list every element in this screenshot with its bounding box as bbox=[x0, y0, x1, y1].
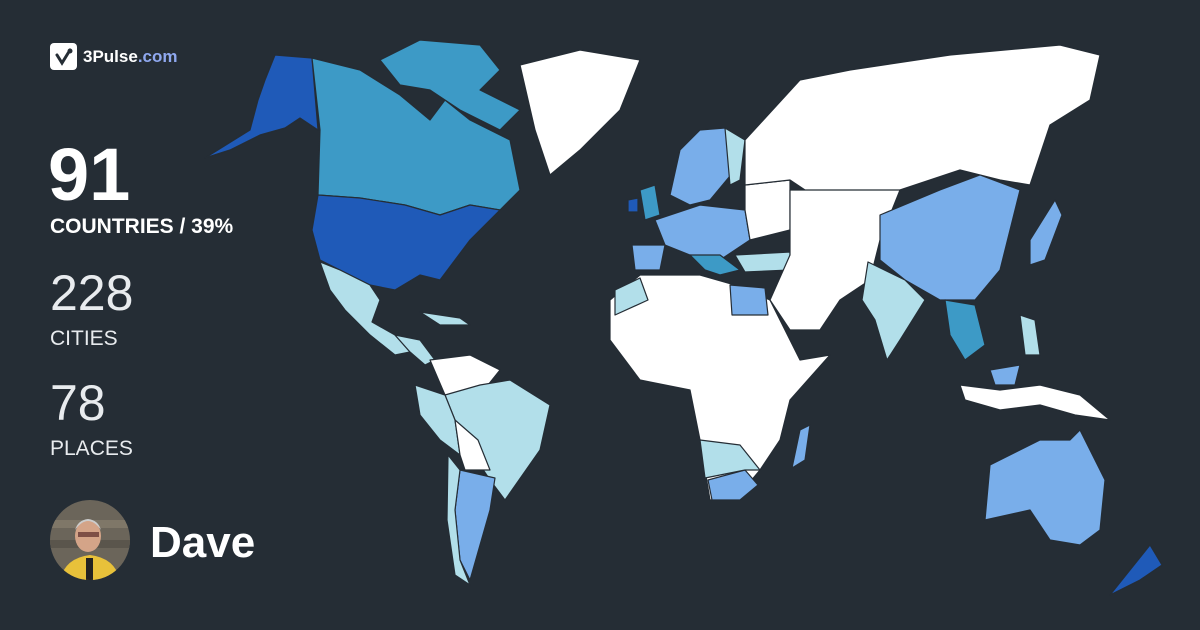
country-turkey[interactable] bbox=[734, 251, 791, 273]
central-america[interactable] bbox=[394, 334, 436, 366]
country-china[interactable] bbox=[879, 174, 1021, 301]
country-finland[interactable] bbox=[724, 127, 746, 186]
user-name: Dave bbox=[150, 518, 256, 567]
country-chile[interactable] bbox=[446, 454, 471, 586]
country-australia[interactable] bbox=[984, 429, 1106, 546]
western-europe[interactable] bbox=[654, 204, 751, 261]
country-egypt[interactable] bbox=[729, 284, 769, 316]
cities-label: CITIES bbox=[50, 327, 118, 350]
canada-islands[interactable] bbox=[379, 39, 521, 131]
country-norway-sweden[interactable] bbox=[669, 127, 736, 206]
cities-count: 228 bbox=[50, 265, 134, 321]
countries-label: COUNTRIES / 39% bbox=[50, 215, 234, 238]
russia[interactable] bbox=[744, 44, 1101, 201]
indonesia[interactable] bbox=[959, 384, 1111, 421]
avatar bbox=[50, 500, 130, 580]
country-malaysia[interactable] bbox=[989, 364, 1021, 386]
countries-count: 91 bbox=[48, 133, 131, 216]
country-uk[interactable] bbox=[639, 184, 661, 221]
country-italy-balkans[interactable] bbox=[689, 254, 741, 276]
places-count: 78 bbox=[50, 375, 106, 431]
country-alaska[interactable] bbox=[204, 54, 319, 159]
country-ireland[interactable] bbox=[627, 197, 639, 213]
country-spain[interactable] bbox=[631, 244, 666, 271]
brand-name: 3Pulse bbox=[83, 46, 138, 66]
country-new-zealand[interactable] bbox=[1109, 544, 1163, 596]
places-label: PLACES bbox=[50, 437, 133, 460]
southeast-asia[interactable] bbox=[944, 299, 986, 361]
brand-logo[interactable]: 3Pulse.com bbox=[50, 43, 178, 70]
country-bolivia[interactable] bbox=[454, 419, 491, 471]
country-india[interactable] bbox=[861, 261, 926, 361]
africa[interactable] bbox=[609, 274, 831, 501]
caribbean[interactable] bbox=[419, 311, 471, 326]
brand-domain: .com bbox=[137, 46, 178, 66]
country-madagascar[interactable] bbox=[791, 424, 811, 469]
pulse-check-icon bbox=[50, 43, 77, 70]
country-usa[interactable] bbox=[311, 194, 501, 291]
country-morocco[interactable] bbox=[614, 277, 649, 316]
country-greenland[interactable] bbox=[519, 49, 641, 176]
country-philippines[interactable] bbox=[1019, 314, 1041, 356]
eastern-europe[interactable] bbox=[744, 179, 791, 241]
southern-africa[interactable] bbox=[699, 439, 761, 479]
country-japan[interactable] bbox=[1029, 199, 1063, 266]
